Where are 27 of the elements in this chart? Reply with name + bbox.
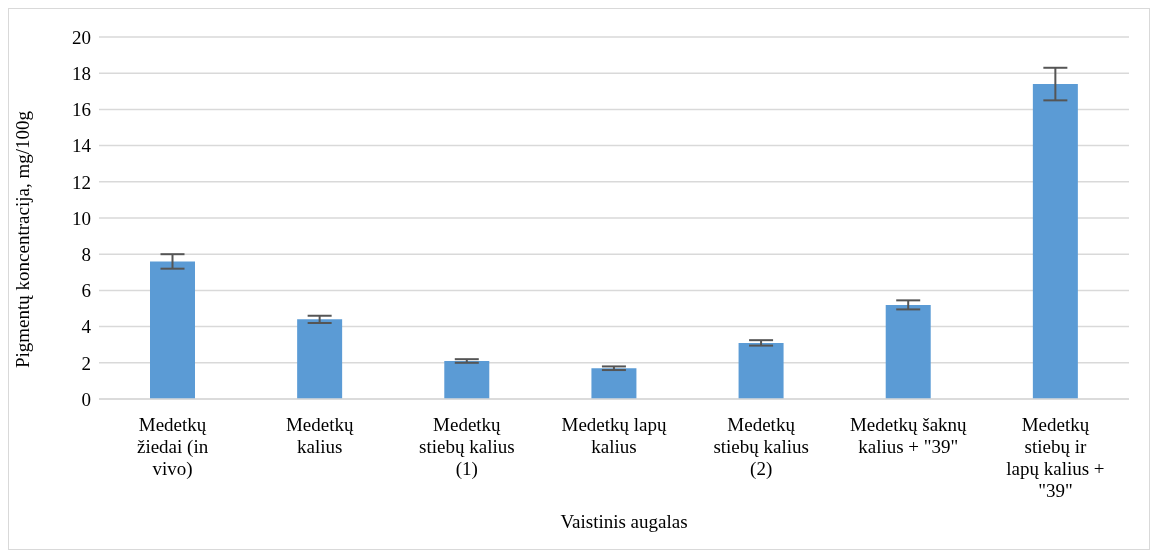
bar (738, 342, 784, 399)
y-tick-label: 16 (72, 99, 91, 121)
y-tick-label: 0 (81, 388, 91, 410)
x-tick-label: Medetkų stiebų kalius (1) (419, 414, 515, 480)
y-tick-label: 14 (72, 135, 92, 157)
y-axis-title: Pigmentų koncentracija, mg/100g (11, 110, 33, 368)
x-tick-label: Medetkų šaknų kalius + "39" (849, 414, 968, 457)
x-tick-label: Medetkų lapų kalius (561, 414, 667, 457)
x-tick-label: Medetkų stiebų ir lapų kalius + "39" (1006, 414, 1105, 501)
x-tick-label: Medetkų žiedai (in vivo) (136, 414, 209, 480)
bar (885, 304, 931, 399)
x-tick-label: Medetkų kalius (285, 414, 354, 457)
y-tick-label: 18 (72, 62, 91, 84)
x-tick-label: Medetkų stiebų kalius (2) (713, 414, 809, 480)
bar (1032, 84, 1078, 399)
y-tick-label: 8 (81, 243, 91, 265)
y-tick-label: 4 (81, 316, 92, 338)
y-tick-label: 6 (81, 280, 91, 302)
bar (150, 261, 195, 399)
y-tick-label: 12 (72, 171, 91, 193)
bar (297, 319, 343, 399)
y-tick-label: 2 (81, 352, 91, 374)
bar (444, 360, 490, 399)
y-tick-label: 10 (72, 207, 91, 229)
x-axis-title: Vaistinis augalas (559, 511, 689, 533)
bar (591, 368, 637, 399)
y-tick-label: 20 (72, 26, 91, 48)
